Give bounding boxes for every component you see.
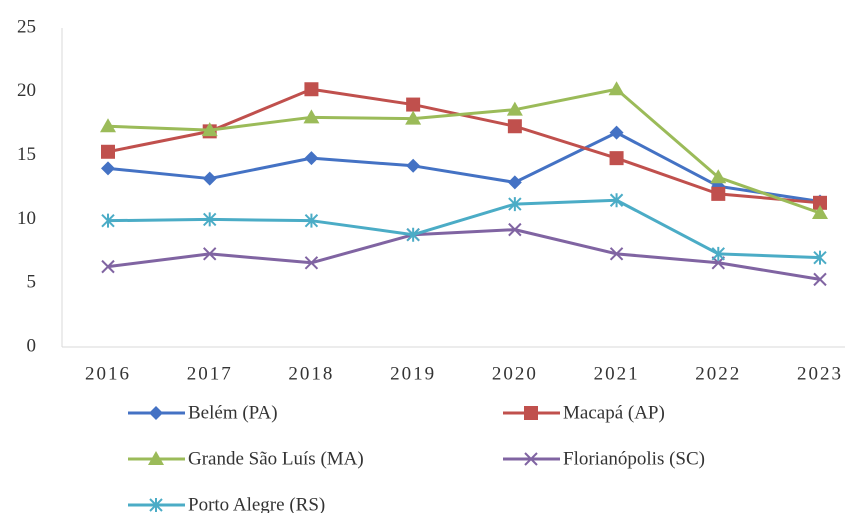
- data-point: [100, 118, 116, 133]
- data-point: [813, 272, 827, 287]
- y-tick-label: 10: [17, 208, 36, 229]
- x-tick-label: 2019: [390, 363, 436, 384]
- series-line: [107, 198, 821, 260]
- data-point: [508, 197, 522, 212]
- series-line: [107, 87, 821, 215]
- legend-marker: [524, 406, 538, 420]
- data-point: [813, 195, 827, 210]
- data-point: [101, 144, 115, 159]
- data-point: [203, 212, 217, 227]
- data-point: [506, 101, 523, 116]
- series-line: [107, 131, 821, 204]
- legend-label: Porto Alegre (RS): [188, 494, 325, 513]
- data-point: [406, 158, 421, 173]
- data-point: [609, 247, 624, 261]
- data-point: [406, 97, 421, 112]
- legend-marker: [148, 451, 164, 465]
- legend-label: Florianópolis (SC): [563, 448, 705, 469]
- data-point: [101, 161, 115, 176]
- y-tick-label: 0: [27, 335, 37, 356]
- data-point: [405, 110, 422, 125]
- legend-label: Macapá (AP): [563, 402, 665, 423]
- legend-marker: [149, 406, 163, 420]
- data-point: [101, 213, 115, 228]
- data-point: [304, 151, 319, 166]
- legend-marker: [524, 452, 538, 466]
- legend-label: Belém (PA): [188, 402, 278, 423]
- data-point: [304, 213, 319, 228]
- data-point: [507, 175, 522, 190]
- x-tick-label: 2017: [187, 363, 233, 384]
- data-point: [203, 247, 217, 261]
- data-point: [609, 125, 624, 140]
- data-point: [812, 205, 828, 220]
- y-tick-label: 5: [27, 272, 37, 293]
- x-tick-label: 2021: [594, 363, 640, 384]
- series-line: [107, 228, 821, 281]
- data-point: [507, 119, 522, 134]
- data-point: [711, 246, 725, 261]
- data-point: [710, 169, 727, 184]
- legend-label: Grande São Luís (MA): [188, 448, 364, 469]
- data-point: [406, 227, 420, 242]
- data-point: [711, 186, 726, 201]
- data-point: [304, 82, 319, 97]
- data-point: [608, 81, 625, 96]
- data-point: [813, 250, 827, 265]
- data-point: [508, 222, 522, 237]
- data-point: [304, 256, 319, 270]
- x-tick-label: 2018: [288, 363, 334, 384]
- y-tick-label: 15: [17, 144, 36, 165]
- y-tick-label: 25: [17, 16, 36, 37]
- legend-marker: [149, 498, 163, 512]
- data-point: [101, 259, 115, 274]
- y-tick-label: 20: [17, 80, 36, 101]
- data-point: [202, 171, 217, 186]
- x-tick-label: 2023: [797, 363, 843, 384]
- data-point: [609, 151, 624, 166]
- data-point: [201, 122, 218, 137]
- x-tick-label: 2022: [695, 363, 741, 384]
- data-point: [609, 193, 624, 208]
- data-point: [303, 109, 320, 124]
- x-tick-label: 2016: [85, 363, 131, 384]
- x-tick-label: 2020: [492, 363, 538, 384]
